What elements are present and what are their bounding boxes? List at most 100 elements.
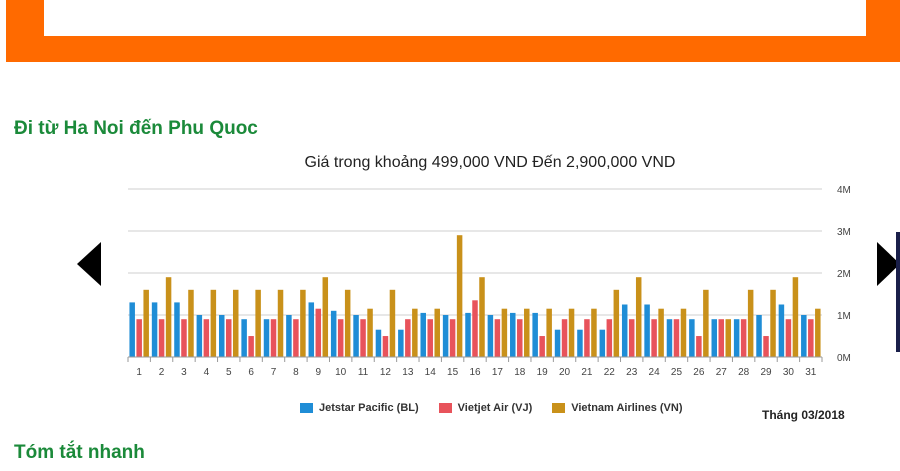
bar-vietjet[interactable] bbox=[472, 300, 478, 357]
bar-jetstar[interactable] bbox=[487, 315, 494, 357]
bar-jetstar[interactable] bbox=[330, 310, 337, 357]
bar-jetstar[interactable] bbox=[510, 312, 516, 357]
bar-vietnam-airlines[interactable] bbox=[613, 289, 620, 357]
bar-vietnam-airlines[interactable] bbox=[389, 289, 396, 357]
bar-vietjet[interactable] bbox=[628, 319, 635, 357]
bar-vietnam-airlines[interactable] bbox=[210, 289, 217, 357]
bar-vietjet[interactable] bbox=[337, 319, 344, 357]
bar-jetstar[interactable] bbox=[599, 329, 606, 357]
bar-jetstar[interactable] bbox=[420, 312, 426, 357]
bar-vietnam-airlines[interactable] bbox=[747, 289, 754, 357]
x-tick-label: 5 bbox=[226, 367, 232, 378]
bar-vietnam-airlines[interactable] bbox=[412, 308, 418, 357]
bar-vietnam-airlines[interactable] bbox=[367, 308, 373, 357]
bar-vietnam-airlines[interactable] bbox=[658, 308, 664, 357]
bar-vietnam-airlines[interactable] bbox=[322, 277, 329, 357]
bar-jetstar[interactable] bbox=[577, 329, 583, 357]
bar-jetstar[interactable] bbox=[398, 329, 404, 357]
bar-vietnam-airlines[interactable] bbox=[165, 277, 172, 357]
bar-jetstar[interactable] bbox=[151, 302, 158, 357]
bar-vietjet[interactable] bbox=[225, 319, 232, 357]
bar-vietjet[interactable] bbox=[494, 319, 501, 357]
bar-vietjet[interactable] bbox=[651, 319, 657, 357]
bar-vietjet[interactable] bbox=[740, 319, 747, 357]
bar-vietnam-airlines[interactable] bbox=[434, 308, 440, 357]
bar-jetstar[interactable] bbox=[196, 315, 203, 357]
bar-jetstar[interactable] bbox=[666, 319, 673, 357]
bar-vietjet[interactable] bbox=[718, 319, 725, 357]
bar-vietnam-airlines[interactable] bbox=[524, 308, 530, 357]
next-month-arrow-icon[interactable] bbox=[877, 242, 900, 286]
x-tick-label: 22 bbox=[604, 367, 616, 378]
bar-vietjet[interactable] bbox=[136, 319, 142, 357]
bar-vietnam-airlines[interactable] bbox=[300, 289, 306, 357]
bar-vietjet[interactable] bbox=[181, 319, 187, 357]
legend-item-vietjet[interactable]: Vietjet Air (VJ) bbox=[438, 402, 532, 414]
bar-vietnam-airlines[interactable] bbox=[568, 308, 575, 357]
bar-vietnam-airlines[interactable] bbox=[680, 308, 687, 357]
bar-vietjet[interactable] bbox=[785, 319, 792, 357]
previous-month-arrow-icon[interactable] bbox=[77, 242, 101, 286]
bar-vietjet[interactable] bbox=[584, 319, 590, 357]
bar-vietjet[interactable] bbox=[427, 319, 433, 357]
bar-vietjet[interactable] bbox=[360, 319, 366, 357]
bar-vietjet[interactable] bbox=[248, 336, 254, 357]
legend-item-vietnam-airlines[interactable]: Vietnam Airlines (VN) bbox=[552, 402, 683, 414]
bar-vietjet[interactable] bbox=[382, 336, 389, 357]
bar-vietjet[interactable] bbox=[405, 319, 411, 357]
bar-jetstar[interactable] bbox=[801, 315, 807, 357]
bar-vietjet[interactable] bbox=[561, 319, 568, 357]
bar-vietnam-airlines[interactable] bbox=[792, 277, 799, 357]
bar-vietnam-airlines[interactable] bbox=[635, 277, 642, 357]
bar-vietnam-airlines[interactable] bbox=[703, 289, 709, 357]
bar-jetstar[interactable] bbox=[174, 302, 180, 357]
bar-vietjet[interactable] bbox=[203, 319, 210, 357]
bar-jetstar[interactable] bbox=[286, 315, 292, 357]
bar-jetstar[interactable] bbox=[778, 304, 785, 358]
bar-vietjet[interactable] bbox=[673, 319, 680, 357]
bar-vietnam-airlines[interactable] bbox=[277, 289, 284, 357]
bar-jetstar[interactable] bbox=[442, 315, 449, 357]
bar-vietnam-airlines[interactable] bbox=[770, 289, 776, 357]
bar-jetstar[interactable] bbox=[711, 319, 718, 357]
bar-jetstar[interactable] bbox=[554, 329, 561, 357]
bar-vietnam-airlines[interactable] bbox=[344, 289, 351, 357]
bar-jetstar[interactable] bbox=[129, 302, 135, 357]
bar-vietnam-airlines[interactable] bbox=[501, 308, 508, 357]
bar-vietnam-airlines[interactable] bbox=[143, 289, 149, 357]
bar-vietnam-airlines[interactable] bbox=[546, 308, 552, 357]
bar-jetstar[interactable] bbox=[689, 319, 695, 357]
bar-jetstar[interactable] bbox=[308, 302, 315, 357]
bar-jetstar[interactable] bbox=[465, 312, 471, 357]
bar-vietnam-airlines[interactable] bbox=[188, 289, 194, 357]
bar-vietjet[interactable] bbox=[539, 336, 545, 357]
bar-vietjet[interactable] bbox=[449, 319, 456, 357]
bar-jetstar[interactable] bbox=[644, 304, 650, 358]
bar-vietjet[interactable] bbox=[606, 319, 613, 357]
bar-jetstar[interactable] bbox=[263, 319, 270, 357]
bar-vietjet[interactable] bbox=[315, 308, 322, 357]
bar-vietnam-airlines[interactable] bbox=[456, 235, 463, 357]
bar-jetstar[interactable] bbox=[218, 315, 225, 357]
bar-vietnam-airlines[interactable] bbox=[255, 289, 261, 357]
bar-vietnam-airlines[interactable] bbox=[232, 289, 239, 357]
bar-vietjet[interactable] bbox=[517, 319, 523, 357]
bar-jetstar[interactable] bbox=[241, 319, 247, 357]
bar-jetstar[interactable] bbox=[532, 312, 538, 357]
bar-jetstar[interactable] bbox=[621, 304, 628, 358]
bar-vietjet[interactable] bbox=[808, 319, 814, 357]
bar-vietnam-airlines[interactable] bbox=[725, 319, 732, 357]
bar-vietjet[interactable] bbox=[293, 319, 299, 357]
legend-item-jetstar[interactable]: Jetstar Pacific (BL) bbox=[300, 402, 419, 414]
bar-jetstar[interactable] bbox=[375, 329, 382, 357]
bar-jetstar[interactable] bbox=[353, 315, 359, 357]
bar-vietnam-airlines[interactable] bbox=[479, 277, 485, 357]
bar-vietnam-airlines[interactable] bbox=[815, 308, 821, 357]
bar-vietjet[interactable] bbox=[270, 319, 277, 357]
bar-vietnam-airlines[interactable] bbox=[591, 308, 597, 357]
bar-vietjet[interactable] bbox=[158, 319, 165, 357]
bar-vietjet[interactable] bbox=[763, 336, 769, 357]
bar-jetstar[interactable] bbox=[756, 315, 762, 357]
bar-vietjet[interactable] bbox=[696, 336, 702, 357]
bar-jetstar[interactable] bbox=[733, 319, 740, 357]
